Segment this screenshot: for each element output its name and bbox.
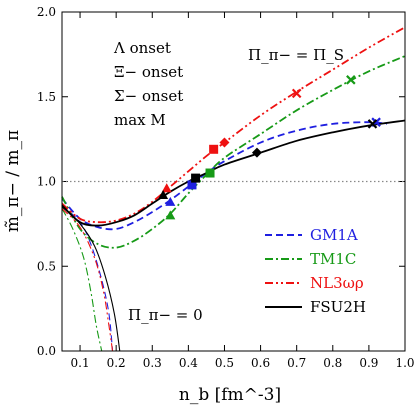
- axis-labels: n_b [fm^-3] m̃_π− / m_π: [3, 130, 281, 405]
- series-line-tm1c-lower: [61, 208, 103, 352]
- x-tick-label: 0.3: [143, 356, 162, 370]
- marker-tm1c-triangle: [165, 210, 176, 220]
- marker-nl3-square: [209, 144, 219, 154]
- x-axis-label: n_b [fm^-3]: [179, 385, 281, 405]
- marker-tm1c-square: [205, 168, 215, 178]
- y-tick-label: 2.0: [37, 5, 56, 19]
- y-tick-label: 0.5: [37, 259, 56, 273]
- y-axis-label: m̃_π− / m_π: [3, 130, 23, 232]
- legend-label-gm1a: GM1A: [310, 226, 358, 244]
- legend-label-tm1c: TM1C: [310, 250, 356, 268]
- legend-label-fsu2h: FSU2H: [310, 298, 366, 316]
- x-tick-label: 0.7: [287, 356, 306, 370]
- marker-tm1c-cross: [346, 75, 356, 85]
- marker-legend: Λ onset Ξ− onset Σ− onset max M: [113, 39, 183, 129]
- series-markers: [158, 75, 381, 220]
- plot-frame: [61, 11, 406, 352]
- marker-legend-label: max M: [114, 111, 166, 129]
- legend: GM1A TM1C NL3ωρ FSU2H: [265, 226, 366, 316]
- y-tick-label: 1.0: [37, 175, 56, 189]
- marker-nl3-diamond: [219, 137, 230, 148]
- annotation-lower: Π_π− = 0: [128, 306, 203, 324]
- marker-legend-label: Σ− onset: [114, 87, 183, 105]
- x-tick-label: 1.0: [395, 356, 414, 370]
- series-line-fsu2h-lower: [61, 206, 121, 352]
- marker-fsu2h-triangle: [158, 190, 169, 200]
- x-tick-label: 0.9: [359, 356, 378, 370]
- axis-ticks: 0.1 0.2 0.3 0.4 0.5 0.6 0.7 0.8 0.9 1.0 0.0 0.5 1.0 1…: [37, 5, 415, 370]
- x-tick-label: 0.8: [323, 356, 342, 370]
- marker-gm1a-triangle: [165, 196, 176, 206]
- marker-gm1a-square: [187, 180, 197, 190]
- marker-fsu2h-cross: [367, 119, 378, 129]
- marker-fsu2h-square: [191, 173, 201, 183]
- marker-fsu2h-diamond: [251, 147, 262, 158]
- marker-legend-label: Ξ− onset: [114, 63, 183, 81]
- series-line-nl3-lower: [61, 208, 114, 352]
- marker-legend-label: Λ onset: [113, 39, 171, 57]
- x-tick-label: 0.5: [215, 356, 234, 370]
- series-line-nl3-upper: [61, 26, 406, 224]
- annotation-upper: Π_π− = Π_S: [248, 46, 344, 64]
- x-tick-label: 0.6: [251, 356, 270, 370]
- x-tick-label: 0.4: [179, 356, 198, 370]
- x-tick-label: 0.1: [71, 356, 90, 370]
- x-tick-label: 0.2: [107, 356, 126, 370]
- legend-label-nl3: NL3ωρ: [310, 274, 364, 292]
- marker-nl3-triangle: [161, 183, 172, 193]
- y-tick-label: 1.5: [37, 90, 56, 104]
- y-tick-label: 0.0: [37, 344, 56, 358]
- series-line-tm1c-upper: [61, 55, 406, 249]
- annotations: Π_π− = Π_S Π_π− = 0: [128, 46, 344, 324]
- marker-nl3-cross: [291, 88, 302, 99]
- series-line-gm1a-lower: [61, 204, 114, 352]
